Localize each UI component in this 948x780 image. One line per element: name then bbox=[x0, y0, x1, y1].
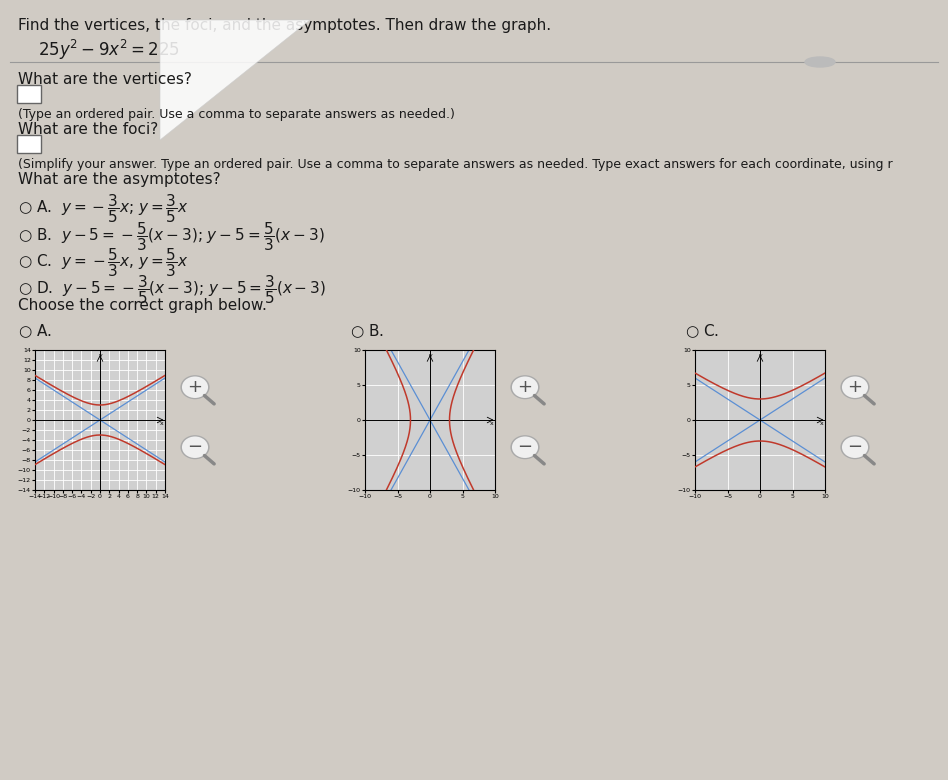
Polygon shape bbox=[160, 20, 310, 140]
Text: +: + bbox=[518, 378, 533, 396]
Text: x: x bbox=[490, 420, 494, 426]
Circle shape bbox=[842, 377, 868, 398]
Circle shape bbox=[512, 377, 538, 398]
Text: x: x bbox=[820, 420, 824, 426]
Text: −: − bbox=[848, 438, 863, 456]
Text: y: y bbox=[99, 353, 102, 358]
Text: What are the asymptotes?: What are the asymptotes? bbox=[18, 172, 221, 187]
Text: $\bigcirc$ A.  $y=-\dfrac{3}{5}x$; $y=\dfrac{3}{5}x$: $\bigcirc$ A. $y=-\dfrac{3}{5}x$; $y=\df… bbox=[18, 192, 189, 225]
Text: Find the vertices, the foci, and the asymptotes. Then draw the graph.: Find the vertices, the foci, and the asy… bbox=[18, 18, 551, 33]
FancyBboxPatch shape bbox=[17, 135, 41, 153]
Circle shape bbox=[180, 375, 210, 399]
Text: x: x bbox=[160, 420, 164, 426]
Text: $\bigcirc$ D.  $y-5=-\dfrac{3}{5}(x-3)$; $y-5=\dfrac{3}{5}(x-3)$: $\bigcirc$ D. $y-5=-\dfrac{3}{5}(x-3)$; … bbox=[18, 273, 326, 306]
Text: y: y bbox=[428, 353, 432, 358]
Text: $\bigcirc$ C.: $\bigcirc$ C. bbox=[685, 322, 719, 340]
Text: $\bigcirc$ A.: $\bigcirc$ A. bbox=[18, 322, 52, 340]
Text: What are the foci?: What are the foci? bbox=[18, 122, 158, 137]
FancyBboxPatch shape bbox=[17, 85, 41, 103]
Text: Choose the correct graph below.: Choose the correct graph below. bbox=[18, 298, 267, 313]
Text: −: − bbox=[188, 438, 203, 456]
Circle shape bbox=[180, 435, 210, 459]
Text: $25y^2-9x^2=225$: $25y^2-9x^2=225$ bbox=[38, 38, 180, 62]
Circle shape bbox=[182, 437, 208, 458]
Text: (Type an ordered pair. Use a comma to separate answers as needed.): (Type an ordered pair. Use a comma to se… bbox=[18, 108, 455, 121]
Circle shape bbox=[512, 437, 538, 458]
Circle shape bbox=[510, 375, 539, 399]
Text: $\bigcirc$ B.: $\bigcirc$ B. bbox=[350, 322, 384, 340]
Text: $\bigcirc$ B.  $y-5=-\dfrac{5}{3}(x-3)$; $y-5=\dfrac{5}{3}(x-3)$: $\bigcirc$ B. $y-5=-\dfrac{5}{3}(x-3)$; … bbox=[18, 220, 325, 253]
Text: y: y bbox=[758, 353, 762, 358]
Circle shape bbox=[840, 375, 869, 399]
Ellipse shape bbox=[805, 57, 835, 67]
Circle shape bbox=[182, 377, 208, 398]
Text: What are the vertices?: What are the vertices? bbox=[18, 72, 191, 87]
Circle shape bbox=[510, 435, 539, 459]
Text: −: − bbox=[518, 438, 533, 456]
Circle shape bbox=[842, 437, 868, 458]
Circle shape bbox=[840, 435, 869, 459]
Text: $\bigcirc$ C.  $y=-\dfrac{5}{3}x$, $y=\dfrac{5}{3}x$: $\bigcirc$ C. $y=-\dfrac{5}{3}x$, $y=\df… bbox=[18, 246, 189, 278]
Text: (Simplify your answer. Type an ordered pair. Use a comma to separate answers as : (Simplify your answer. Type an ordered p… bbox=[18, 158, 893, 171]
Text: +: + bbox=[188, 378, 203, 396]
Text: +: + bbox=[848, 378, 863, 396]
